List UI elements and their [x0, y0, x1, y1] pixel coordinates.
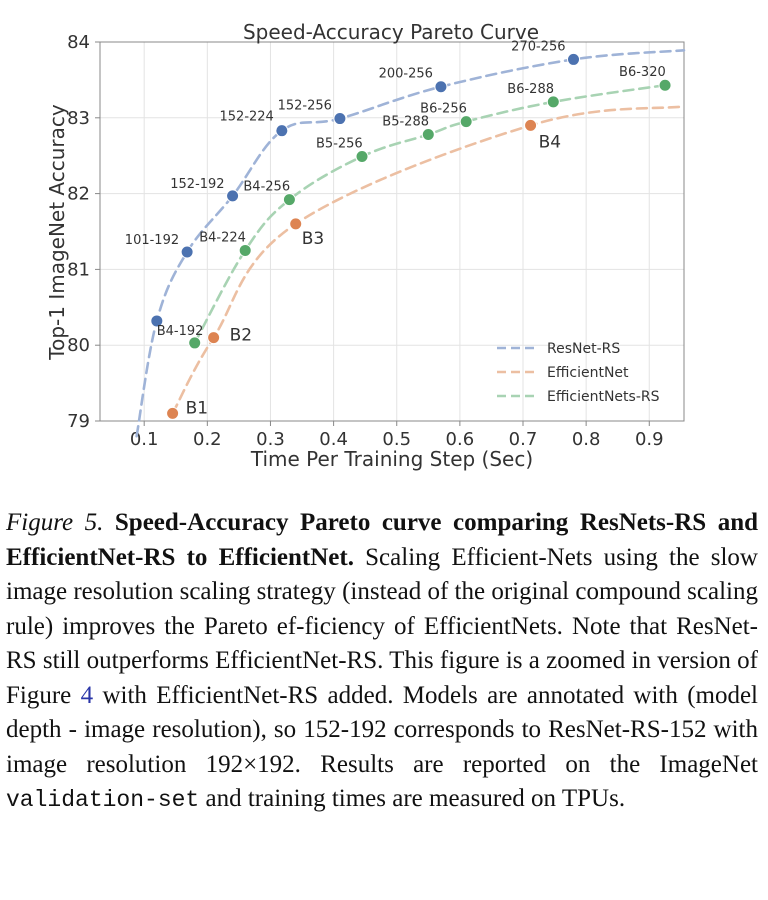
x-tick-label: 0.6: [446, 429, 475, 450]
caption-body-3: and training times are measured on TPUs.: [205, 785, 626, 812]
figure-caption: Figure 5. Speed-Accuracy Pareto curve co…: [6, 506, 758, 818]
point-labels: 101-192 152-192 152-224 152-256 200-256 270-2…: [125, 39, 666, 418]
x-tick-label: 0.2: [193, 429, 222, 450]
point-resnet-rs: [226, 189, 240, 203]
x-tick-label: 0.3: [256, 429, 285, 450]
caption-title: Speed-Accuracy Pareto curve comparing Re…: [6, 509, 759, 571]
point-efficientnets-rs: [238, 243, 252, 257]
plot-frame: [99, 41, 685, 422]
point-label-b5-288: B5-288: [382, 114, 429, 129]
point-label-152-192: 152-192: [170, 177, 224, 192]
point-efficientnet: [166, 406, 180, 420]
series-line-resnet-rs: [135, 49, 686, 438]
pareto-chart: 0.1 0.2 0.3 0.4 0.5 0.6 0.7 0.8 0.9 79 80 81 82 83 84…: [45, 20, 686, 471]
point-label-152-224: 152-224: [220, 110, 274, 125]
y-tick-label: 80: [67, 335, 90, 356]
point-resnet-rs: [434, 80, 448, 94]
point-label-b4-224: B4-224: [199, 230, 246, 245]
x-tick-label: 0.5: [382, 429, 411, 450]
x-tick-label: 0.4: [319, 429, 348, 450]
point-efficientnets-rs: [658, 78, 672, 92]
point-efficientnets-rs: [459, 115, 473, 129]
y-tick-label: 81: [67, 259, 90, 280]
point-label-b4: B4: [539, 132, 561, 152]
point-label-b1: B1: [186, 398, 208, 418]
y-axis-label: Top-1 ImageNet Accuracy: [45, 104, 69, 361]
y-axis-ticks: 79 80 81 82 83 84: [67, 32, 100, 432]
point-label-b6-288: B6-288: [507, 82, 554, 97]
point-efficientnets-rs: [282, 193, 296, 207]
caption-figure-label: Figure 5.: [6, 509, 104, 536]
x-tick-label: 0.8: [572, 429, 601, 450]
y-tick-label: 84: [67, 32, 90, 53]
point-label-152-256: 152-256: [278, 99, 332, 114]
point-label-b2: B2: [230, 326, 252, 346]
caption-body-1: Scaling Efficient-Nets using the slow im…: [6, 543, 758, 709]
x-tick-label: 0.9: [635, 429, 664, 450]
point-resnet-rs: [180, 245, 194, 259]
x-tick-label: 0.1: [130, 429, 159, 450]
y-tick-label: 79: [67, 411, 90, 432]
point-label-b5-256: B5-256: [316, 136, 363, 151]
point-label-b6-256: B6-256: [420, 102, 467, 117]
series-points: [150, 52, 672, 420]
point-resnet-rs: [567, 52, 581, 66]
point-efficientnets-rs: [355, 149, 369, 163]
y-tick-label: 83: [67, 108, 90, 129]
point-label-200-256: 200-256: [379, 67, 433, 82]
series-line-efficientnet: [171, 105, 686, 415]
point-label-270-256: 270-256: [511, 39, 565, 54]
point-label-b3: B3: [302, 229, 324, 249]
point-label-b6-320: B6-320: [619, 65, 666, 80]
point-efficientnet: [289, 217, 303, 231]
x-axis-ticks: 0.1 0.2 0.3 0.4 0.5 0.6 0.7 0.8 0.9: [130, 421, 664, 450]
legend: ResNet-RS EfficientNet EfficientNets-RS: [497, 341, 660, 405]
x-axis-label: Time Per Training Step (Sec): [250, 447, 533, 471]
caption-body-2: with EfficientNet-RS added. Models are a…: [6, 681, 759, 778]
chart-title: Speed-Accuracy Pareto Curve: [243, 20, 539, 44]
point-efficientnets-rs: [546, 95, 560, 109]
point-resnet-rs: [150, 314, 164, 328]
legend-label-resnet-rs: ResNet-RS: [547, 341, 620, 357]
point-resnet-rs: [275, 124, 289, 138]
point-efficientnets-rs: [188, 336, 202, 350]
point-efficientnets-rs: [421, 127, 435, 141]
x-tick-label: 0.7: [509, 429, 538, 450]
point-resnet-rs: [333, 112, 347, 126]
point-efficientnet: [524, 118, 538, 132]
y-tick-label: 82: [67, 184, 90, 205]
caption-mono-term: validation-set: [6, 787, 200, 813]
legend-label-efficientnet: EfficientNet: [547, 365, 629, 381]
point-label-101-192: 101-192: [125, 233, 179, 248]
point-label-b4-192: B4-192: [157, 324, 204, 339]
point-label-b4-256: B4-256: [243, 180, 290, 195]
caption-figure-ref-link[interactable]: 4: [80, 681, 94, 709]
legend-label-efficientnets-rs: EfficientNets-RS: [547, 389, 660, 405]
point-efficientnet: [207, 331, 221, 345]
